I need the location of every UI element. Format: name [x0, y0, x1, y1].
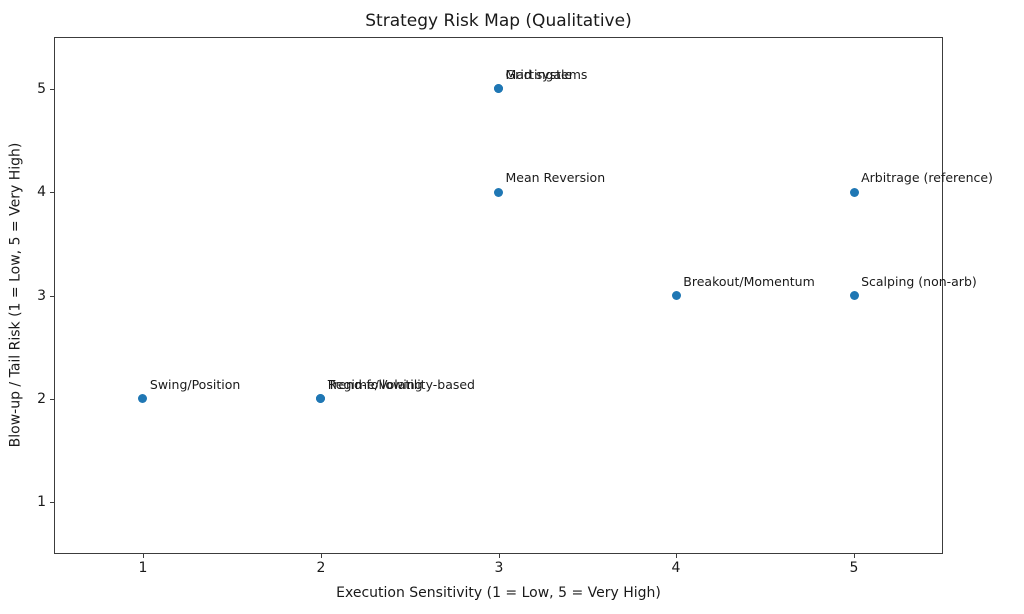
data-point: [316, 394, 326, 404]
data-point: [138, 394, 148, 404]
data-point: [494, 187, 503, 197]
x-tick-mark: [676, 554, 677, 558]
y-tick-mark: [50, 502, 54, 503]
data-point: [849, 291, 859, 300]
x-tick-mark: [854, 554, 855, 558]
point-label: Scalping (non-arb): [861, 273, 977, 289]
x-axis-label: Execution Sensitivity (1 = Low, 5 = Very…: [336, 585, 661, 601]
y-tick-label: 4: [37, 184, 46, 200]
x-tick-label: 2: [316, 560, 326, 576]
point-label: Trend-following: [327, 376, 423, 392]
y-axis-label: Blow-up / Tail Risk (1 = Low, 5 = Very H…: [7, 142, 24, 448]
x-tick-label: 5: [849, 560, 859, 576]
point-label: Regime/Volatility-based: [327, 376, 475, 392]
x-tick-label: 4: [671, 560, 681, 576]
y-tick-label: 1: [37, 494, 46, 510]
point-label: Breakout/Momentum: [683, 273, 815, 289]
y-tick-label: 3: [37, 288, 46, 304]
x-tick-mark: [321, 554, 322, 558]
y-tick-mark: [50, 399, 54, 400]
y-tick-mark: [50, 192, 54, 193]
x-tick-label: 3: [494, 560, 504, 576]
y-tick-mark: [50, 89, 54, 90]
point-label: Arbitrage (reference): [861, 170, 993, 186]
point-label: Martingale: [505, 66, 573, 82]
data-point: [849, 187, 859, 197]
point-label: Grid systems: [505, 66, 588, 82]
x-tick-label: 1: [138, 560, 148, 576]
chart-title: Strategy Risk Map (Qualitative): [365, 11, 632, 31]
data-point: [494, 84, 503, 94]
x-tick-mark: [499, 554, 500, 558]
point-label: Swing/Position: [149, 376, 241, 392]
point-label: Mean Reversion: [505, 170, 606, 186]
plot-area: [54, 37, 943, 554]
y-tick-label: 2: [37, 391, 46, 407]
y-tick-mark: [50, 296, 54, 297]
x-tick-mark: [143, 554, 144, 558]
y-tick-label: 5: [37, 81, 46, 97]
data-point: [671, 291, 681, 300]
